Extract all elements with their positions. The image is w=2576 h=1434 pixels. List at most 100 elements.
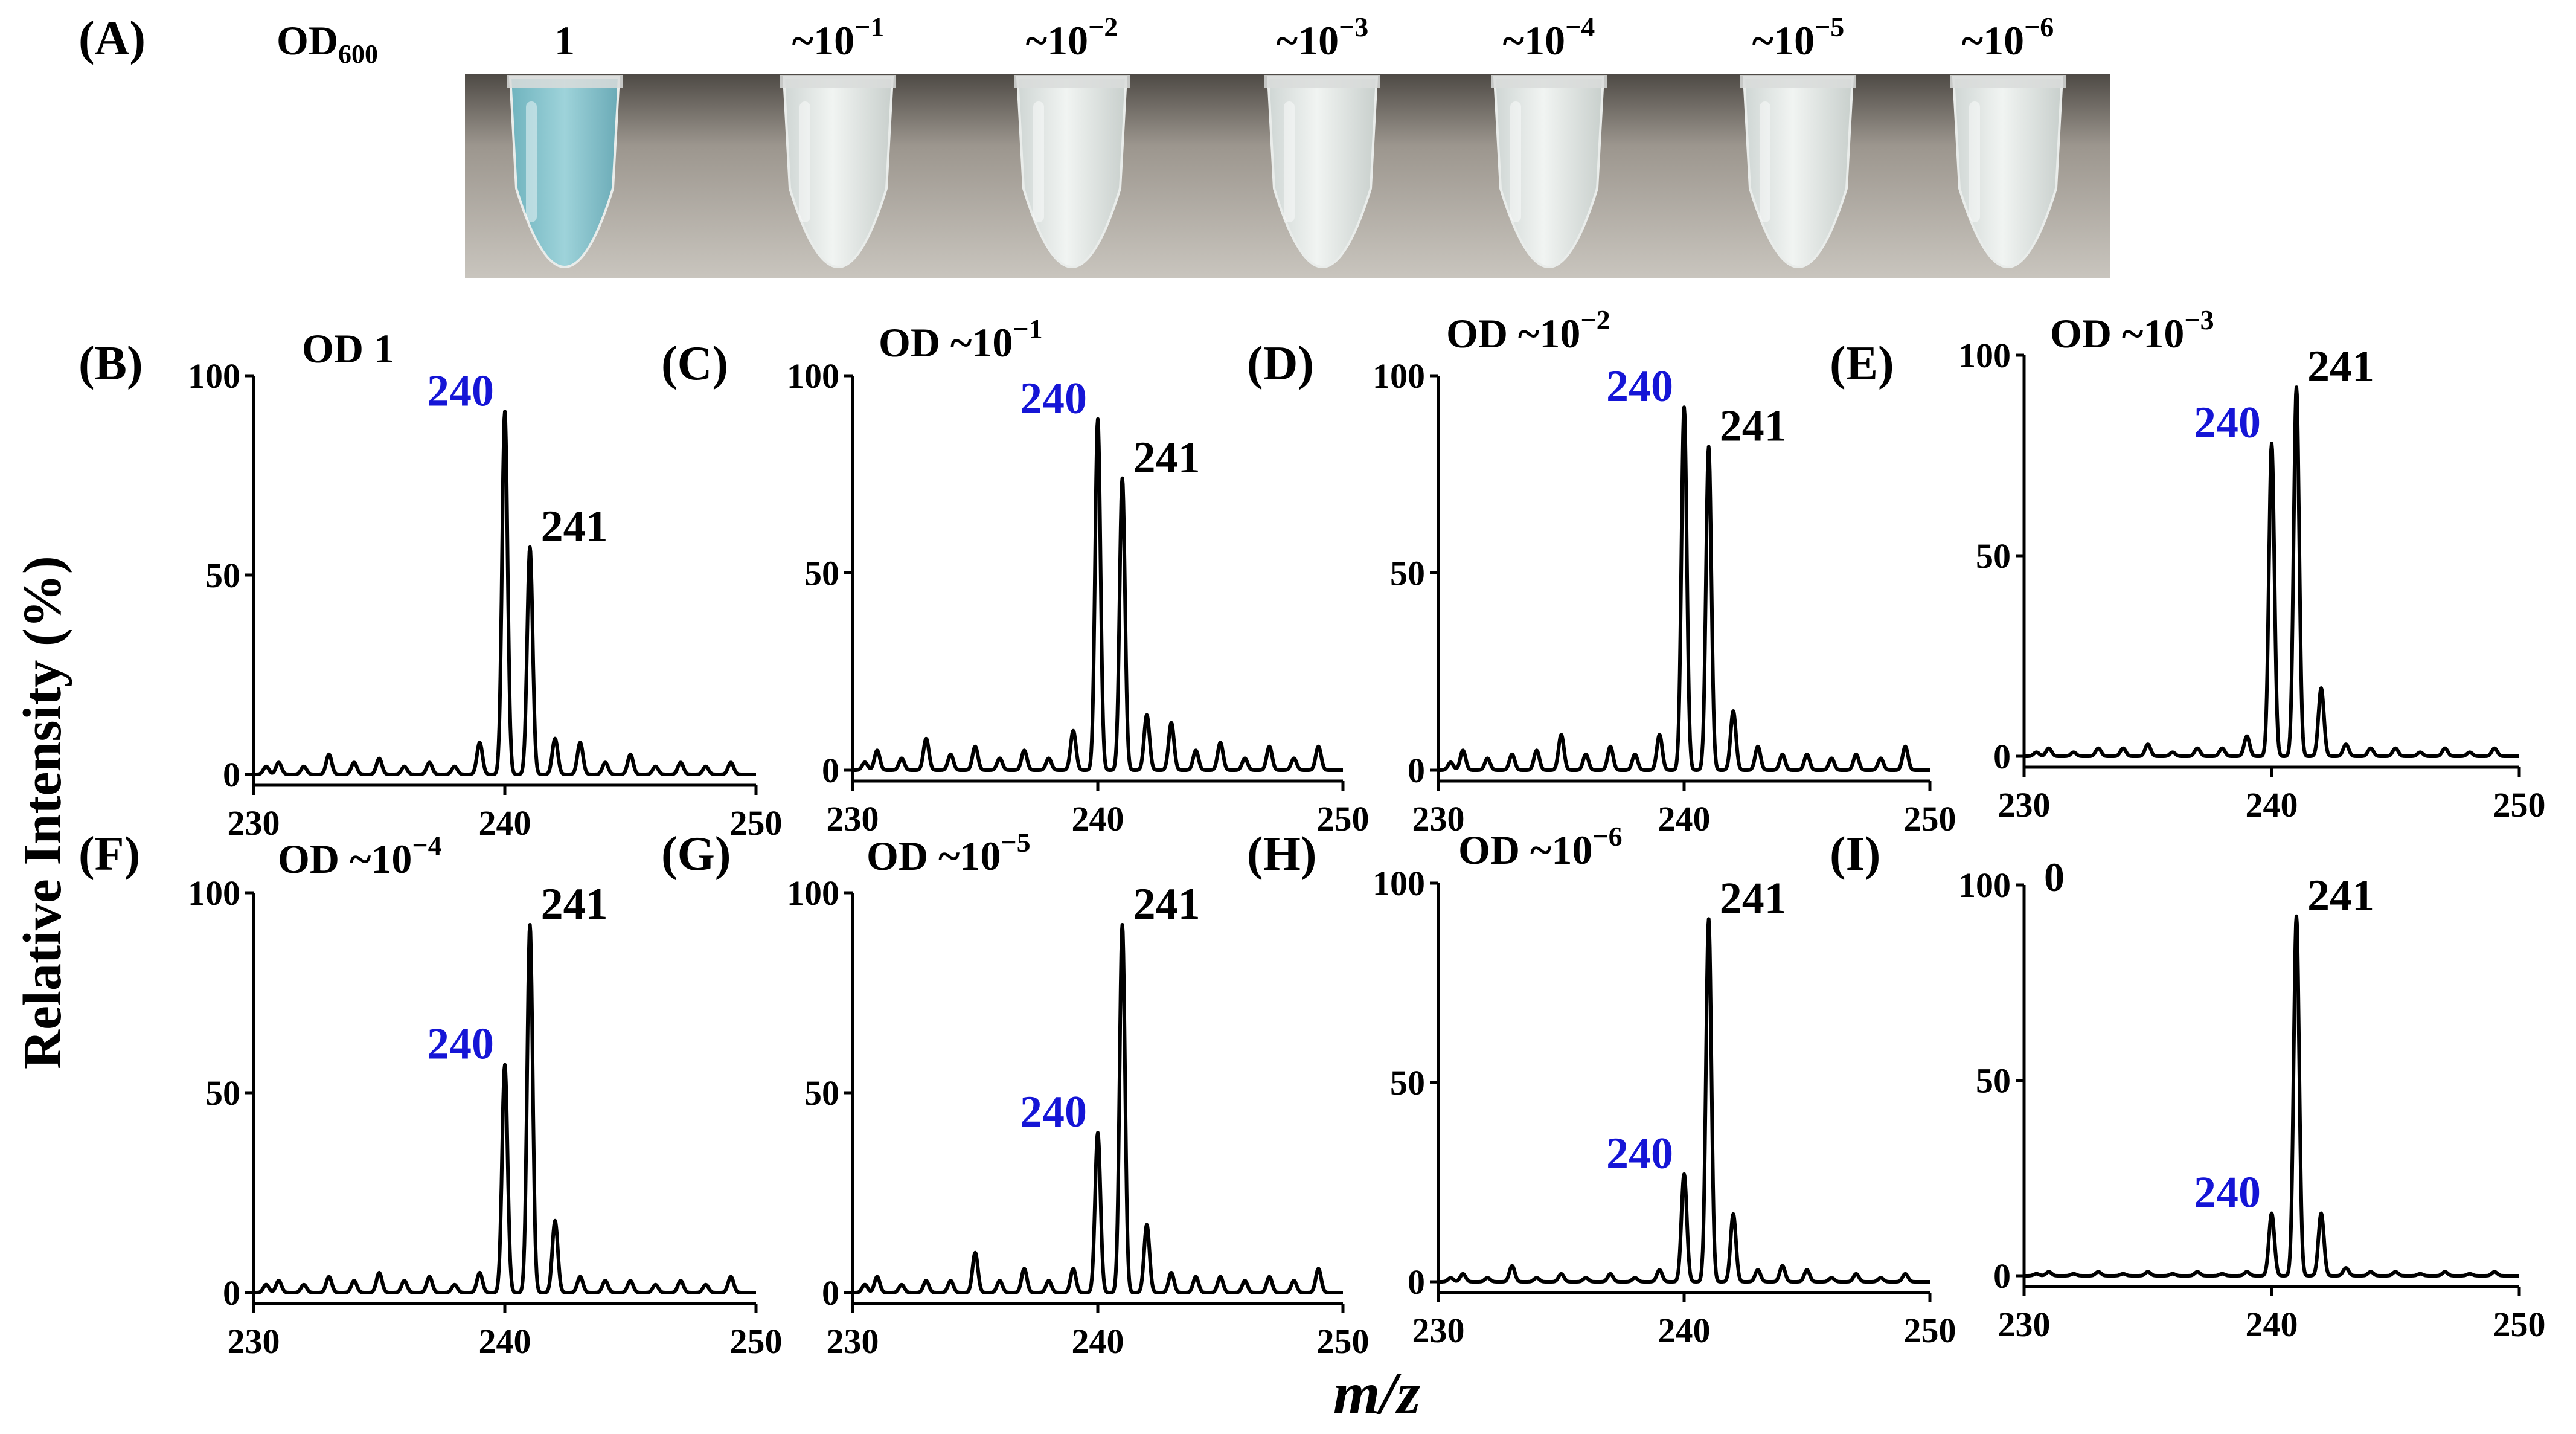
peak-point: [1560, 1273, 1562, 1275]
peak-point: [1194, 1276, 1197, 1278]
panel-label: (H): [1247, 828, 1317, 881]
panel-title: OD 1: [302, 326, 394, 371]
x-tick-label: 230: [1998, 1305, 2051, 1344]
y-tick-label: 100: [1958, 336, 2011, 375]
x-tick-label: 240: [1072, 799, 1124, 838]
peak-point: [2097, 1271, 2100, 1273]
peak-point: [504, 410, 506, 413]
peak-label-240: 240: [2194, 1168, 2261, 1217]
panel-title: OD ~10−2: [1446, 304, 1610, 356]
panel-label: (D): [1247, 337, 1314, 390]
peak-point: [1683, 406, 1685, 408]
peak-point: [925, 1279, 928, 1282]
peak-point: [863, 761, 866, 764]
tube-body: [1266, 76, 1379, 269]
spectrum-trace: [1437, 917, 1932, 1284]
peak-point: [2320, 1212, 2322, 1214]
panel-label: (I): [1830, 828, 1880, 881]
peak-point: [705, 1284, 707, 1286]
peak-point: [900, 757, 903, 759]
peak-point: [1830, 1276, 1833, 1279]
od-prefix: OD: [277, 18, 338, 63]
panel-label: (F): [78, 828, 140, 881]
peak-point: [453, 765, 456, 768]
peak-point: [1219, 741, 1222, 744]
panel-label: (B): [78, 337, 143, 390]
tube-labels: 1 ~10−1 ~10−2 ~10−3 ~10−4 ~10−5 ~10−6: [554, 11, 2054, 63]
x-tick-label: 240: [1658, 799, 1711, 838]
tube-highlight: [526, 101, 537, 222]
peak-point: [1732, 710, 1734, 712]
y-tick-label: 50: [205, 1073, 240, 1113]
peak-point: [278, 1279, 280, 1282]
peak-point: [1170, 1272, 1173, 1274]
spectrum-panel-7: (H) OD ~10−6 0 50 100 230 240 250 240 241: [1247, 821, 1956, 1350]
peak-point: [1511, 753, 1513, 756]
peak-point: [974, 1252, 976, 1254]
tube-highlight: [1969, 101, 1980, 222]
peak-point: [2493, 1271, 2496, 1273]
y-tick-label: 100: [787, 356, 839, 396]
peak-point: [1806, 1268, 1808, 1271]
tube-rim: [780, 75, 896, 88]
peak-point: [2036, 751, 2037, 753]
peak-point: [2147, 1271, 2149, 1273]
peak-point: [1486, 1276, 1488, 1279]
peak-label-240: 240: [1606, 362, 1673, 411]
tube-highlight: [1510, 101, 1521, 222]
peak-point: [2295, 915, 2298, 918]
peak-label-241: 241: [1720, 402, 1787, 451]
peak-label-240: 240: [1020, 374, 1087, 423]
peak-point: [1486, 757, 1488, 759]
panel-title: OD ~10−5: [867, 827, 1031, 879]
peak-point: [2246, 1271, 2248, 1273]
peak-point: [1317, 745, 1319, 748]
peak-label-241: 241: [1133, 879, 1200, 929]
y-tick-label: 50: [1390, 554, 1425, 593]
peak-point: [2270, 442, 2273, 445]
peak-point: [2345, 1267, 2347, 1269]
tube-label-4: ~10−3: [1277, 11, 1369, 63]
peak-point: [2221, 747, 2223, 750]
spectrum-panel-6: (G) OD ~10−5 0 50 100 230 240 250 240 241: [661, 827, 1370, 1361]
tube-rim: [1264, 75, 1380, 88]
peak-point: [2469, 1273, 2471, 1275]
peak-point: [378, 1272, 380, 1274]
peak-point: [729, 1276, 732, 1278]
tube-5: [1491, 75, 1607, 269]
tube-label-1: 1: [554, 18, 575, 63]
spectrum-panel-1: (B) OD 1 0 50 100 230 240 250 240 241: [78, 326, 783, 843]
y-tick-label: 0: [822, 751, 839, 790]
peak-point: [655, 1284, 657, 1286]
y-tick-label: 50: [1976, 1061, 2011, 1101]
y-tick-label: 50: [804, 1073, 839, 1113]
peak-point: [353, 1279, 355, 1282]
peak-point: [1293, 1279, 1295, 1282]
peak-point: [1584, 753, 1587, 756]
peak-point: [1904, 745, 1906, 748]
peak-point: [403, 1279, 406, 1282]
peak-point: [2097, 747, 2100, 750]
peak-point: [1121, 477, 1124, 480]
x-tick-label: 250: [730, 1322, 783, 1361]
y-tick-label: 100: [1373, 356, 1425, 396]
peak-point: [579, 741, 582, 744]
tube-body: [1952, 76, 2064, 269]
peak-point: [2147, 743, 2149, 745]
peak-point: [2444, 747, 2446, 750]
peak-label-241: 241: [541, 502, 608, 551]
y-tick-label: 0: [1993, 1256, 2011, 1296]
peak-point: [328, 753, 330, 756]
peak-point: [1634, 753, 1636, 756]
peak-point: [1806, 753, 1808, 756]
peak-point: [278, 761, 280, 764]
spectrum-trace: [851, 923, 1345, 1294]
peak-point: [428, 761, 431, 764]
peak-label-240: 240: [427, 366, 494, 416]
peak-point: [2369, 1271, 2372, 1273]
peak-label-240: 240: [427, 1020, 494, 1069]
peak-point: [1145, 714, 1148, 716]
tube-highlight: [799, 101, 810, 222]
